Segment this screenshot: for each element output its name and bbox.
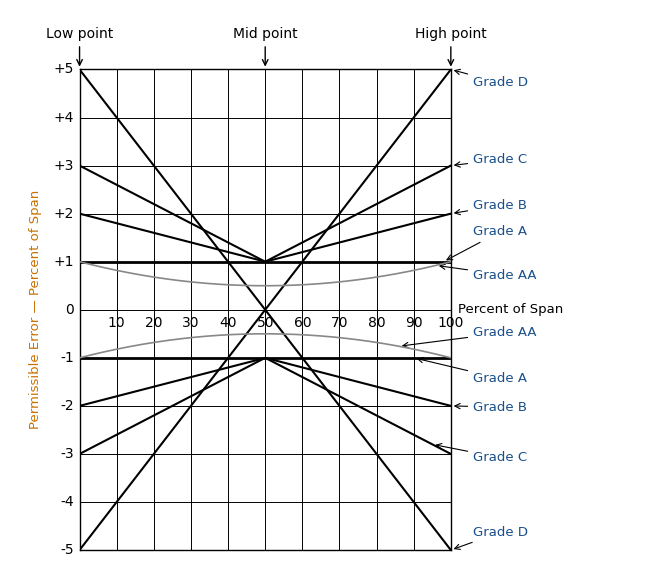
Text: +1: +1 bbox=[54, 255, 74, 269]
Text: Percent of Span: Percent of Span bbox=[458, 303, 564, 316]
Text: 90: 90 bbox=[405, 316, 422, 329]
Text: Grade A: Grade A bbox=[447, 225, 527, 260]
Text: Permissible Error — Percent of Span: Permissible Error — Percent of Span bbox=[29, 190, 42, 430]
Text: Grade B: Grade B bbox=[455, 199, 527, 215]
Text: 20: 20 bbox=[145, 316, 162, 329]
Text: High point: High point bbox=[415, 27, 487, 65]
Text: Mid point: Mid point bbox=[233, 27, 298, 65]
Text: +2: +2 bbox=[54, 207, 74, 221]
Text: Grade A: Grade A bbox=[418, 357, 527, 385]
Text: Grade AA: Grade AA bbox=[440, 264, 536, 281]
Text: 0: 0 bbox=[65, 303, 74, 317]
Text: 40: 40 bbox=[219, 316, 237, 329]
Text: +3: +3 bbox=[54, 159, 74, 173]
Text: -3: -3 bbox=[60, 447, 74, 461]
Text: Grade D: Grade D bbox=[455, 526, 528, 549]
Text: 10: 10 bbox=[108, 316, 125, 329]
Text: +4: +4 bbox=[54, 111, 74, 124]
Text: 50: 50 bbox=[257, 316, 274, 329]
Text: -4: -4 bbox=[60, 495, 74, 509]
Text: 70: 70 bbox=[331, 316, 348, 329]
Text: -2: -2 bbox=[60, 399, 74, 413]
Text: 30: 30 bbox=[182, 316, 200, 329]
Text: Low point: Low point bbox=[46, 27, 113, 65]
Text: -1: -1 bbox=[60, 351, 74, 365]
Text: 100: 100 bbox=[438, 316, 464, 329]
Text: Grade C: Grade C bbox=[436, 444, 527, 464]
Text: Grade D: Grade D bbox=[455, 69, 528, 89]
Text: Grade C: Grade C bbox=[455, 153, 527, 167]
Text: -5: -5 bbox=[60, 543, 74, 557]
Text: Grade AA: Grade AA bbox=[403, 326, 536, 347]
Text: 60: 60 bbox=[294, 316, 311, 329]
Text: +5: +5 bbox=[54, 63, 74, 76]
Text: Grade B: Grade B bbox=[455, 401, 527, 413]
Text: 80: 80 bbox=[368, 316, 385, 329]
